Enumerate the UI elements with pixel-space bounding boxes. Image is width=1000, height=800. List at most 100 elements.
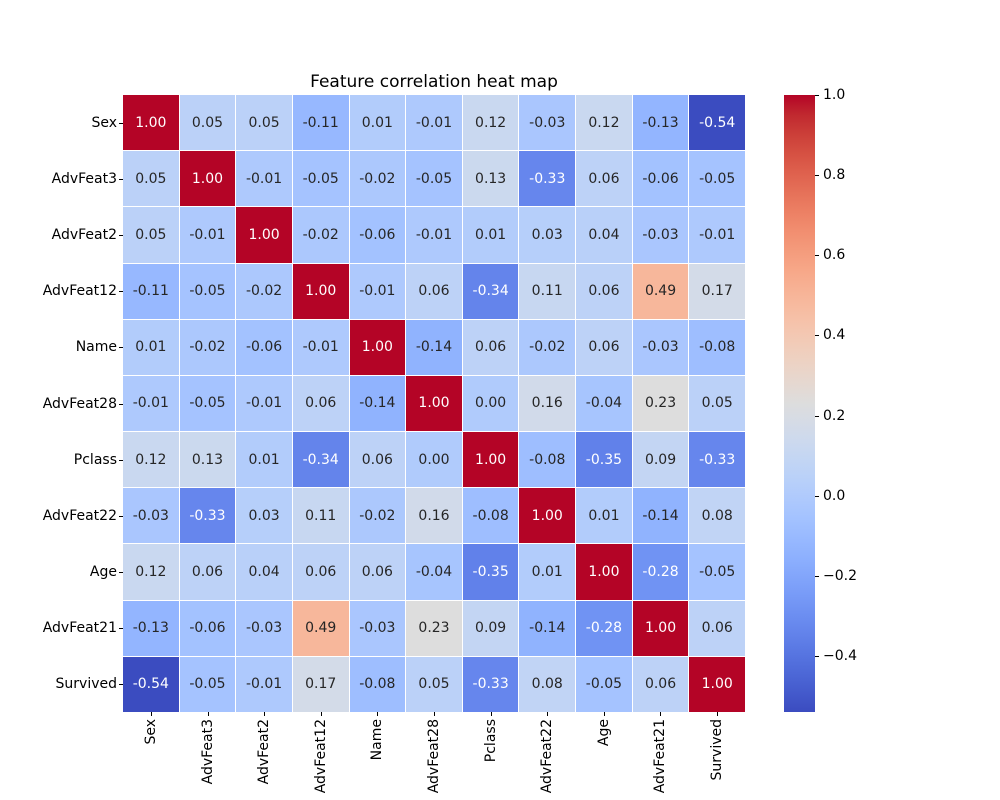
heatmap-cell: 0.04 (236, 544, 292, 600)
heatmap-cell-value: -0.33 (189, 507, 226, 524)
heatmap-cell-value: -0.05 (699, 170, 736, 187)
heatmap-cell-value: -0.11 (302, 114, 339, 131)
heatmap-cell: 0.00 (406, 432, 462, 488)
heatmap-cell: -0.02 (349, 488, 406, 544)
heatmap-cell-value: -0.02 (189, 339, 226, 356)
heatmap-cell-value: -0.03 (642, 226, 679, 243)
colorbar-tick-label: 0.6 (823, 247, 846, 264)
heatmap-cell: 0.01 (462, 207, 519, 263)
heatmap-cell: 0.04 (576, 207, 632, 263)
x-tick-mark (264, 712, 265, 716)
heatmap-cell: -0.05 (179, 656, 236, 712)
chart-title: Feature correlation heat map (310, 72, 558, 92)
heatmap-cell-value: -0.05 (699, 564, 736, 581)
heatmap-cell-value: 0.09 (475, 620, 507, 637)
colorbar-tick-mark (815, 95, 819, 96)
heatmap-cell-value: -0.08 (359, 676, 396, 693)
heatmap-cell: -0.34 (292, 432, 349, 488)
heatmap-cell: 0.05 (123, 207, 179, 263)
heatmap-cell-value: -0.03 (529, 114, 566, 131)
heatmap-cell: 0.06 (462, 319, 519, 375)
heatmap-cell-value: 1.00 (475, 451, 507, 468)
x-tick-label: AdvFeat28 (426, 719, 442, 794)
heatmap-cell-value: 0.05 (191, 114, 224, 131)
heatmap-cell: 0.08 (689, 488, 745, 544)
heatmap-cell: 0.06 (576, 263, 632, 319)
y-tick-label: Name (75, 339, 117, 356)
heatmap-cell: 0.01 (236, 432, 292, 488)
heatmap-cell: -0.01 (236, 656, 292, 712)
x-tick-mark (321, 712, 322, 716)
heatmap-cell-value: -0.01 (359, 283, 396, 300)
heatmap-cell: -0.08 (462, 488, 519, 544)
heatmap-cell: -0.06 (632, 151, 689, 207)
x-tick-mark (717, 712, 718, 716)
colorbar-tick-label: 0.2 (823, 407, 846, 424)
heatmap-cell-value: 1.00 (135, 114, 167, 131)
heatmap-cell-value: -0.03 (245, 620, 283, 637)
heatmap-cell-value: 0.06 (475, 339, 507, 356)
heatmap-cell: 1.00 (123, 95, 179, 151)
heatmap-cell-value: -0.33 (472, 676, 509, 693)
heatmap-cell-value: 0.00 (475, 395, 507, 412)
heatmap-cell-value: -0.03 (642, 339, 679, 356)
heatmap-cell-value: 0.05 (248, 114, 280, 131)
heatmap-cell: -0.01 (292, 319, 349, 375)
heatmap-cell-value: -0.02 (302, 226, 339, 243)
heatmap-cell-value: 0.06 (588, 170, 620, 187)
heatmap-cell: 0.17 (292, 656, 349, 712)
heatmap-cell: -0.11 (123, 263, 179, 319)
heatmap-cell-value: 0.01 (475, 226, 507, 243)
heatmap-cell-value: 1.00 (305, 283, 337, 300)
heatmap-cell: -0.01 (406, 95, 462, 151)
colorbar-tick-label: 0.8 (823, 167, 846, 184)
heatmap-cell: 0.05 (236, 95, 292, 151)
heatmap-cell-value: 1.00 (361, 339, 393, 356)
heatmap-cell: -0.35 (462, 544, 519, 600)
y-tick-label: AdvFeat28 (42, 395, 117, 412)
heatmap-cell-value: 0.03 (531, 226, 563, 243)
heatmap-cell-value: 0.09 (644, 451, 677, 468)
heatmap-cell-value: -0.13 (132, 620, 169, 637)
heatmap-cell-value: 0.11 (305, 507, 337, 524)
heatmap-cell: 0.06 (179, 544, 236, 600)
heatmap-cell: 1.00 (292, 263, 349, 319)
heatmap-cell-value: 1.00 (248, 226, 280, 243)
heatmap-cell: 0.06 (576, 151, 632, 207)
heatmap-cell-value: -0.01 (245, 170, 283, 187)
heatmap-cell: 0.03 (236, 488, 292, 544)
heatmap-cell-value: 0.13 (475, 170, 507, 187)
heatmap-cell: 0.06 (292, 544, 349, 600)
heatmap-cell: 0.13 (462, 151, 519, 207)
heatmap-cell: -0.33 (689, 432, 745, 488)
heatmap-cell-value: 0.06 (361, 564, 393, 581)
x-tick-label: Name (369, 719, 386, 761)
heatmap-cell-value: -0.05 (189, 395, 226, 412)
y-tick-mark (119, 628, 123, 629)
heatmap-cell-value: -0.11 (132, 283, 169, 300)
heatmap-cell-value: 0.17 (701, 283, 733, 300)
heatmap-cell-value: -0.06 (189, 620, 226, 637)
heatmap-cell-value: -0.34 (302, 451, 339, 468)
heatmap-cell: -0.06 (349, 207, 406, 263)
heatmap-cell-value: 0.01 (531, 564, 563, 581)
heatmap-cell: 0.11 (519, 263, 576, 319)
heatmap-cell-value: 0.06 (644, 676, 677, 693)
colorbar-tick-mark (815, 335, 819, 336)
heatmap-cell: 1.00 (576, 544, 632, 600)
heatmap-cell: 0.12 (462, 95, 519, 151)
heatmap-cell: -0.02 (179, 319, 236, 375)
heatmap-cell-value: -0.08 (699, 339, 736, 356)
colorbar-tick-mark (815, 175, 819, 176)
heatmap-cell: -0.14 (519, 600, 576, 656)
y-tick-mark (119, 291, 123, 292)
x-tick-mark (151, 712, 152, 716)
colorbar-tick-label: 1.0 (823, 87, 846, 103)
y-tick-mark (119, 572, 123, 573)
heatmap-cell: 0.05 (179, 95, 236, 151)
x-tick-label: Pclass (482, 719, 499, 763)
heatmap-cell: -0.05 (179, 375, 236, 432)
heatmap-cell-value: -0.14 (529, 620, 566, 637)
heatmap-cell-value: 0.05 (135, 170, 167, 187)
